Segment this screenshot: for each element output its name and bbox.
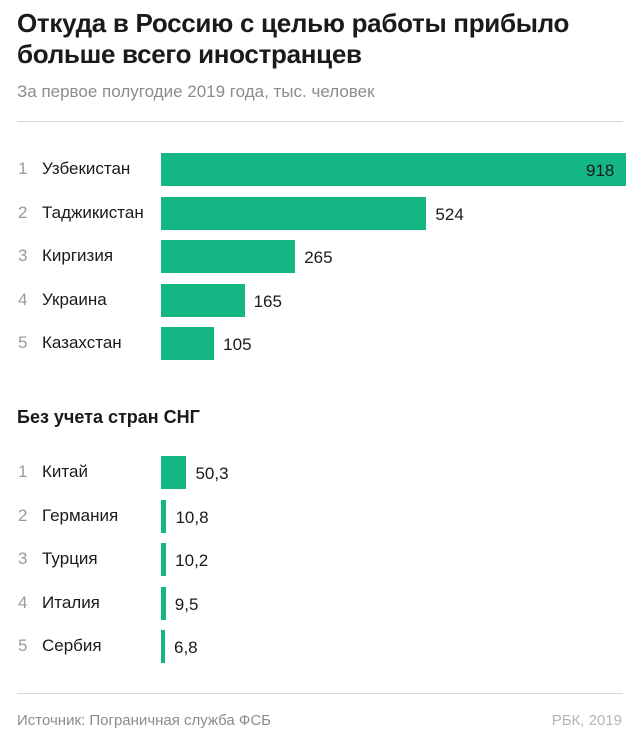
value-label: 10,8 — [175, 508, 209, 527]
bar-row: 3 Турция 10,2 — [0, 543, 640, 577]
rank-label: 2 — [18, 203, 28, 222]
bar-row: 2 Таджикистан 524 — [0, 197, 640, 231]
rank-label: 5 — [18, 636, 28, 655]
category-label: Казахстан — [42, 333, 122, 352]
category-label: Таджикистан — [42, 203, 144, 222]
bar — [161, 500, 167, 533]
source-note: Источник: Пограничная служба ФСБ — [17, 712, 272, 729]
bar — [161, 197, 427, 230]
bar-row: 1 Узбекистан 918 — [0, 153, 640, 187]
rank-label: 3 — [18, 549, 28, 568]
rank-label: 5 — [18, 333, 28, 352]
category-label: Германия — [42, 506, 119, 525]
bottom-divider — [17, 693, 623, 694]
bar-row: 1 Китай 50,3 — [0, 456, 640, 490]
bar-row: 5 Казахстан 105 — [0, 327, 640, 361]
bar-row: 2 Германия 10,8 — [0, 500, 640, 534]
category-label: Турция — [42, 549, 98, 568]
bar — [161, 587, 166, 620]
category-label: Сербия — [42, 636, 102, 655]
rank-label: 4 — [18, 593, 28, 612]
category-label: Украина — [42, 290, 107, 309]
value-label: 50,3 — [195, 464, 229, 483]
bar — [161, 630, 165, 663]
bar-row: 5 Сербия 6,8 — [0, 630, 640, 664]
chart-subtitle: За первое полугодие 2019 года, тыс. чело… — [17, 82, 375, 101]
credit-note: РБК, 2019 — [551, 712, 622, 729]
top-divider — [17, 121, 623, 122]
bar — [161, 240, 296, 273]
value-label: 524 — [435, 205, 464, 224]
category-label: Китай — [42, 462, 88, 481]
bar — [161, 153, 626, 186]
value-label: 6,8 — [174, 638, 198, 657]
value-label: 10,2 — [175, 551, 209, 570]
value-label: 105 — [223, 335, 252, 354]
value-label: 918 — [586, 161, 615, 180]
rank-label: 2 — [18, 506, 28, 525]
rank-label: 1 — [18, 462, 28, 481]
rank-label: 3 — [18, 246, 28, 265]
section-title-non-cis: Без учета стран СНГ — [17, 407, 200, 427]
bar — [161, 543, 167, 576]
bar — [161, 284, 245, 317]
value-label: 265 — [304, 248, 333, 267]
bar-row: 4 Италия 9,5 — [0, 587, 640, 621]
category-label: Узбекистан — [42, 159, 131, 178]
category-label: Италия — [42, 593, 100, 612]
category-label: Киргизия — [42, 246, 114, 265]
bar-row: 4 Украина 165 — [0, 284, 640, 318]
bar — [161, 456, 187, 489]
chart-title: Откуда в Россию с целью работы прибыло б… — [17, 8, 570, 69]
rank-label: 4 — [18, 290, 28, 309]
rank-label: 1 — [18, 159, 28, 178]
value-label: 165 — [253, 292, 282, 311]
bar-row: 3 Киргизия 265 — [0, 240, 640, 274]
bar — [161, 327, 215, 360]
value-label: 9,5 — [174, 595, 199, 614]
